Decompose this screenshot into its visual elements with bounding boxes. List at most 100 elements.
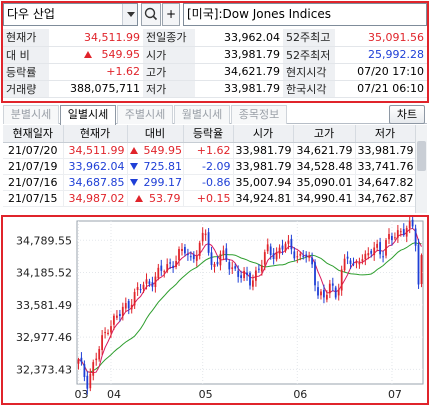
candle-body — [98, 349, 101, 360]
tab-stock-info[interactable]: 종목정보 — [231, 105, 287, 124]
candle-body — [334, 287, 337, 298]
candle-body — [263, 252, 266, 265]
cell-change-text: 299.17 — [143, 175, 183, 189]
quote-table: 현재가 34,511.99 전일종가 33,962.04 52주최고 35,091.56 대… — [3, 29, 427, 98]
candle-body — [127, 301, 130, 309]
open-value: 33,981.79 — [195, 46, 283, 64]
change-text: 549.95 — [101, 48, 141, 61]
candle-body — [266, 244, 269, 252]
y-tick-label: 32,977.46 — [16, 331, 72, 344]
candle-body — [275, 252, 278, 260]
column-header[interactable]: 현재일자 — [3, 125, 64, 143]
chevron-down-icon[interactable] — [122, 4, 137, 25]
column-header[interactable]: 현재가 — [63, 125, 128, 143]
scrollbar-thumb[interactable] — [417, 141, 426, 171]
candle-body — [376, 243, 378, 248]
table-row[interactable]: 21/07/20 34,511.99 549.95 +1.62 33,981.79 34,… — [3, 142, 416, 159]
cell-open-text: 33,981.79 — [235, 159, 292, 173]
candle-body — [101, 335, 103, 350]
candle-body — [394, 237, 396, 239]
candle-body — [408, 221, 411, 229]
column-header[interactable]: 고가 — [293, 125, 356, 143]
candle-body — [385, 240, 387, 256]
cell-high: 35,090.01 — [293, 174, 356, 191]
cell-open-text: 35,007.94 — [235, 175, 292, 189]
candle-body — [133, 292, 136, 306]
cell-low: 34,762.87 — [355, 190, 416, 207]
cell-rate-text: -0.86 — [202, 175, 231, 189]
candle-body — [225, 248, 228, 261]
daily-quotes-table: 현재일자 현재가 대비 등락율 시가 고가 저가 21/07/20 34,511.99 549.… — [3, 125, 416, 207]
candlestick-chart-svg: 34,789.55 34,185.52 33,581.49 32,977.46 32,3… — [16, 217, 424, 401]
candle-body — [370, 250, 373, 254]
search-icon — [144, 7, 158, 21]
candle-body — [154, 276, 157, 287]
candle-body — [172, 265, 174, 268]
tab-daily-quotes[interactable]: 일별시세 — [60, 105, 116, 125]
arrow-down-icon — [129, 162, 138, 170]
arrow-up-icon — [129, 146, 138, 154]
table-row[interactable]: 21/07/19 33,962.04 725.81 -2.09 33,981.79 34,… — [3, 158, 416, 175]
column-header[interactable]: 대비 — [127, 125, 184, 143]
candle-body — [80, 357, 83, 363]
y-tick-label: 33,581.49 — [16, 299, 72, 312]
candle-body — [281, 245, 284, 250]
cell-low: 34,647.82 — [355, 174, 416, 191]
quote-row: 거래량 388,075,711 저가 33,981.79 한국시각 07/21 06:10 — [3, 80, 427, 98]
candle-body — [240, 275, 242, 278]
search-button[interactable] — [141, 3, 161, 26]
candle-body — [320, 291, 322, 296]
add-symbol-button[interactable]: + — [162, 3, 180, 26]
candle-body — [314, 262, 316, 286]
candle-body — [124, 303, 127, 309]
cell-low-text: 34,762.87 — [357, 191, 414, 205]
cell-close: 33,962.04 — [63, 158, 128, 175]
change-label: 대 비 — [3, 46, 49, 64]
tab-weekly-quotes[interactable]: 주별시세 — [117, 105, 173, 124]
candle-body — [252, 280, 254, 287]
week52-high-label: 52주최고 — [283, 29, 335, 47]
candle-body — [355, 262, 358, 264]
cell-open: 35,007.94 — [233, 174, 294, 191]
column-header[interactable]: 등락율 — [183, 125, 234, 143]
chart-button[interactable]: 차트 — [389, 105, 425, 124]
column-header[interactable]: 시가 — [233, 125, 294, 143]
cell-date-text: 21/07/15 — [8, 191, 58, 205]
x-tick-label: 06 — [293, 388, 307, 401]
candle-body — [121, 306, 124, 316]
symbol-select[interactable]: 다우 산업 — [3, 3, 138, 26]
x-tick-label: 03 — [74, 388, 88, 401]
ma-long-line — [78, 242, 422, 373]
tab-minute-quotes[interactable]: 분별시세 — [3, 105, 59, 124]
cell-rate-text: +0.15 — [196, 191, 231, 205]
y-tick-label: 32,373.43 — [16, 363, 72, 376]
candle-body — [166, 264, 169, 272]
cell-low-text: 34,647.82 — [357, 175, 414, 189]
cell-open: 34,924.81 — [233, 190, 294, 207]
column-header[interactable]: 저가 — [355, 125, 416, 143]
table-row[interactable]: 21/07/16 34,687.85 299.17 -0.86 35,007.94 35,… — [3, 174, 416, 191]
candle-body — [116, 315, 118, 318]
candle-body — [201, 232, 204, 242]
arrow-up-icon — [135, 194, 143, 202]
cell-rate-text: +1.62 — [196, 143, 231, 157]
table-scrollbar[interactable] — [415, 125, 427, 213]
local-time-label: 현지시각 — [283, 63, 335, 81]
candle-body — [405, 228, 408, 237]
previous-close-text: 33,962.04 — [224, 30, 280, 44]
candle-body — [95, 358, 98, 361]
current-price-label: 현재가 — [3, 29, 49, 47]
cell-open: 33,981.79 — [233, 158, 294, 175]
candle-body — [169, 262, 171, 264]
cell-date-text: 21/07/20 — [8, 143, 58, 157]
cell-low: 33,741.76 — [355, 158, 416, 175]
candle-body — [178, 249, 180, 261]
change-rate-text: +1.62 — [106, 65, 140, 78]
table-row[interactable]: 21/07/15 34,987.02 53.79 +0.15 34,924.81 34,9… — [3, 190, 416, 207]
symbol-name-field[interactable]: [미국]:Dow Jones Indices — [183, 3, 427, 26]
cell-change: 299.17 — [127, 174, 184, 191]
low-label: 저가 — [143, 80, 195, 98]
price-chart: 34,789.55 34,185.52 33,581.49 32,977.46 32,3… — [3, 217, 427, 403]
tab-monthly-quotes[interactable]: 월별시세 — [174, 105, 230, 124]
cell-change-text: 53.79 — [149, 191, 181, 205]
